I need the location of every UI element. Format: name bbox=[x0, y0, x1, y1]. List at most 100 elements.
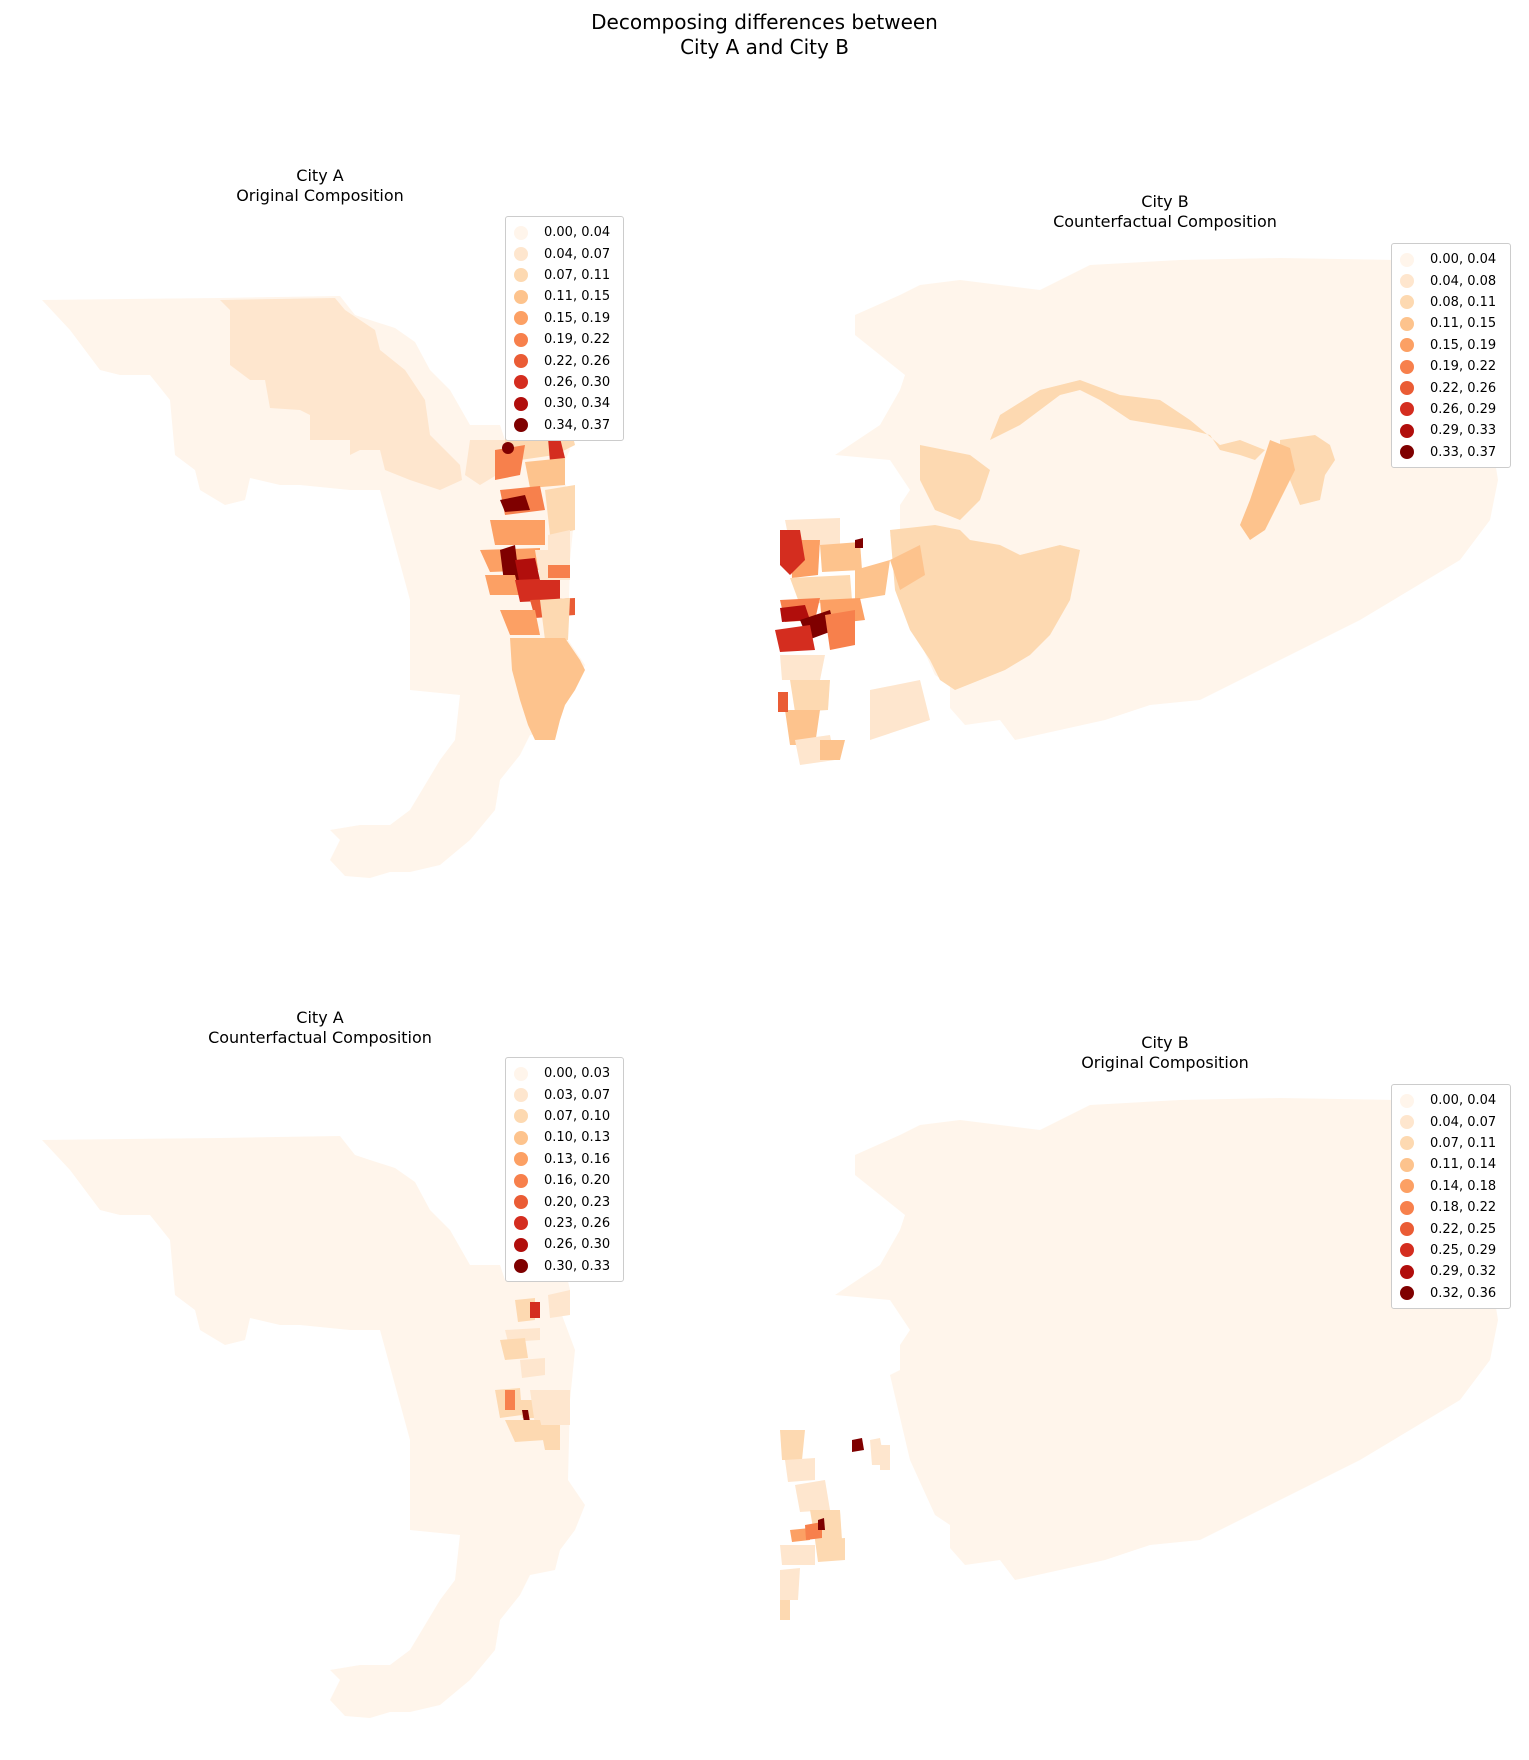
legend-item: 0.22, 0.26 bbox=[514, 350, 616, 371]
legend-label: 0.30, 0.34 bbox=[544, 396, 611, 412]
legend-item: 0.25, 0.29 bbox=[1400, 1240, 1503, 1261]
city-b-east-tract bbox=[1280, 435, 1335, 505]
legend-swatch bbox=[514, 418, 528, 433]
map-city-a-original bbox=[42, 296, 585, 878]
city-a-core-tracts bbox=[465, 425, 575, 640]
legend-swatch bbox=[514, 225, 528, 240]
legend-item: 0.07, 0.11 bbox=[514, 265, 616, 286]
legend-item: 0.22, 0.26 bbox=[1400, 377, 1503, 398]
city-b-west-tracts bbox=[775, 518, 930, 765]
legend-item: 0.26, 0.29 bbox=[1400, 399, 1503, 420]
legend-swatch bbox=[1400, 402, 1414, 417]
legend-label: 0.04, 0.08 bbox=[1430, 273, 1497, 289]
legend-item: 0.30, 0.33 bbox=[514, 1256, 616, 1277]
legend-label: 0.15, 0.19 bbox=[1430, 337, 1497, 353]
legend-label: 0.22, 0.26 bbox=[544, 353, 611, 369]
legend-label: 0.07, 0.11 bbox=[1430, 1135, 1497, 1151]
legend-item: 0.07, 0.10 bbox=[514, 1106, 616, 1127]
legend-item: 0.20, 0.23 bbox=[514, 1191, 616, 1212]
legend-swatch bbox=[514, 289, 528, 304]
legend-label: 0.18, 0.22 bbox=[1430, 1200, 1497, 1216]
legend-label: 0.03, 0.07 bbox=[544, 1087, 611, 1103]
legend-swatch bbox=[1400, 252, 1414, 267]
legend-item: 0.14, 0.18 bbox=[1400, 1176, 1503, 1197]
legend-item: 0.00, 0.04 bbox=[1400, 1090, 1503, 1111]
legend-label: 0.19, 0.22 bbox=[544, 332, 611, 348]
legend-swatch bbox=[514, 1130, 528, 1145]
legend-item: 0.29, 0.33 bbox=[1400, 420, 1503, 441]
city-b-orig-tracts bbox=[780, 1430, 890, 1620]
legend-label: 0.00, 0.03 bbox=[544, 1066, 611, 1082]
legend-label: 0.00, 0.04 bbox=[1430, 252, 1497, 268]
legend-item: 0.19, 0.22 bbox=[514, 329, 616, 350]
figure-title-line2: City A and City B bbox=[680, 35, 849, 59]
city-a-south-tract bbox=[510, 638, 585, 740]
legend-label: 0.22, 0.25 bbox=[1430, 1221, 1497, 1237]
legend-swatch bbox=[514, 396, 528, 411]
legend-swatch bbox=[514, 354, 528, 369]
city-b-central-tract bbox=[890, 525, 1080, 690]
legend-label: 0.16, 0.20 bbox=[544, 1173, 611, 1189]
legend-label: 0.20, 0.23 bbox=[544, 1194, 611, 1210]
figure-title-line1: Decomposing differences between bbox=[591, 10, 938, 34]
panel-1-title-city: City A bbox=[296, 166, 344, 185]
legend-label: 0.07, 0.10 bbox=[544, 1108, 611, 1124]
legend-item: 0.03, 0.07 bbox=[514, 1084, 616, 1105]
legend-label: 0.00, 0.04 bbox=[544, 225, 611, 241]
panel-3-title: City A Counterfactual Composition bbox=[170, 1008, 470, 1048]
map-city-b-counterfactual bbox=[775, 255, 1498, 765]
city-a-hotspot bbox=[502, 442, 514, 454]
legend-label: 0.26, 0.30 bbox=[544, 1237, 611, 1253]
legend-item: 0.04, 0.08 bbox=[1400, 270, 1503, 291]
legend-swatch bbox=[1400, 1286, 1414, 1301]
legend-item: 0.00, 0.04 bbox=[514, 222, 616, 243]
legend-item: 0.10, 0.13 bbox=[514, 1127, 616, 1148]
legend-swatch bbox=[1400, 1264, 1414, 1279]
legend-swatch bbox=[1400, 1115, 1414, 1130]
legend-label: 0.08, 0.11 bbox=[1430, 294, 1497, 310]
legend-swatch bbox=[1400, 274, 1414, 289]
legend-label: 0.19, 0.22 bbox=[1430, 359, 1497, 375]
legend-swatch bbox=[1400, 359, 1414, 374]
panel-4-title: City B Original Composition bbox=[1015, 1033, 1315, 1073]
panel-2-title-city: City B bbox=[1141, 192, 1189, 211]
legend-swatch bbox=[1400, 1157, 1414, 1172]
city-b-lakeside bbox=[990, 380, 1265, 460]
legend-panel-2: 0.00, 0.04 0.04, 0.08 0.08, 0.11 0.11, 0… bbox=[1391, 243, 1511, 468]
legend-swatch bbox=[514, 247, 528, 262]
legend-swatch bbox=[514, 1173, 528, 1188]
city-a-boundary bbox=[42, 296, 585, 878]
figure-title: Decomposing differences between City A a… bbox=[0, 10, 1529, 60]
legend-label: 0.07, 0.11 bbox=[544, 267, 611, 283]
legend-label: 0.04, 0.07 bbox=[1430, 1114, 1497, 1130]
legend-swatch bbox=[514, 375, 528, 390]
legend-item: 0.23, 0.26 bbox=[514, 1213, 616, 1234]
legend-item: 0.15, 0.19 bbox=[1400, 335, 1503, 356]
legend-item: 0.11, 0.14 bbox=[1400, 1154, 1503, 1175]
map-city-b-original bbox=[780, 1095, 1498, 1620]
city-b-east-strip bbox=[1240, 440, 1295, 540]
legend-swatch bbox=[1400, 1093, 1414, 1108]
legend-label: 0.25, 0.29 bbox=[1430, 1242, 1497, 1258]
legend-swatch bbox=[514, 1216, 528, 1231]
legend-label: 0.29, 0.32 bbox=[1430, 1264, 1497, 1280]
legend-item: 0.08, 0.11 bbox=[1400, 292, 1503, 313]
legend-swatch bbox=[514, 1066, 528, 1081]
legend-panel-3: 0.00, 0.03 0.03, 0.07 0.07, 0.10 0.10, 0… bbox=[505, 1057, 624, 1282]
legend-item: 0.04, 0.07 bbox=[514, 243, 616, 264]
legend-item: 0.13, 0.16 bbox=[514, 1149, 616, 1170]
legend-item: 0.07, 0.11 bbox=[1400, 1133, 1503, 1154]
legend-item: 0.15, 0.19 bbox=[514, 308, 616, 329]
legend-swatch bbox=[514, 1195, 528, 1210]
legend-item: 0.16, 0.20 bbox=[514, 1170, 616, 1191]
legend-item: 0.30, 0.34 bbox=[514, 393, 616, 414]
legend-item: 0.00, 0.04 bbox=[1400, 249, 1503, 270]
legend-label: 0.13, 0.16 bbox=[544, 1151, 611, 1167]
legend-label: 0.22, 0.26 bbox=[1430, 380, 1497, 396]
legend-label: 0.00, 0.04 bbox=[1430, 1093, 1497, 1109]
legend-label: 0.34, 0.37 bbox=[544, 417, 611, 433]
legend-swatch bbox=[1400, 423, 1414, 438]
legend-label: 0.29, 0.33 bbox=[1430, 423, 1497, 439]
legend-swatch bbox=[1400, 1136, 1414, 1151]
map-city-a-counterfactual bbox=[42, 1136, 585, 1718]
